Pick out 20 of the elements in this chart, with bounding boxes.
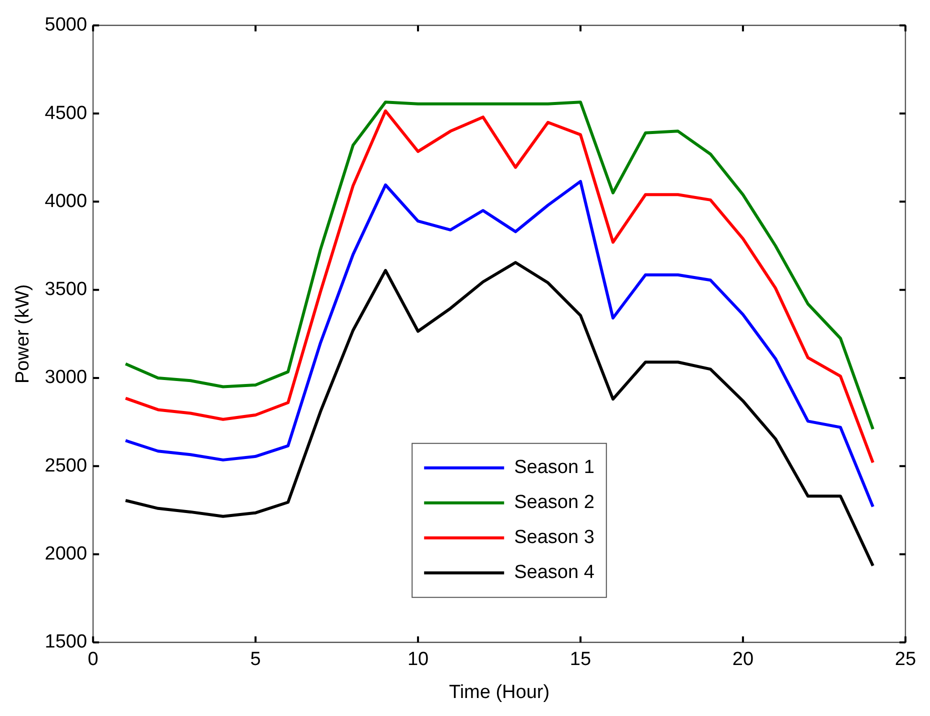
y-tick-label: 3000: [44, 367, 88, 388]
legend-label: Season 4: [514, 562, 595, 584]
y-tick-label: 1500: [44, 632, 88, 653]
x-tick-label: 25: [894, 649, 916, 670]
x-tick-label: 5: [250, 649, 261, 670]
y-tick-label: 4500: [44, 102, 88, 124]
x-tick-label: 0: [88, 649, 98, 670]
y-tick-label: 4000: [44, 190, 88, 212]
y-tick-label: 2000: [44, 543, 88, 564]
x-axis-title: Time (Hour): [448, 682, 550, 703]
legend-label: Season 3: [514, 527, 594, 548]
y-axis-title: Power (kW): [12, 284, 34, 384]
x-tick-label: 15: [570, 649, 592, 670]
legend-label: Season 1: [514, 457, 594, 478]
y-tick-label: 3500: [44, 279, 88, 300]
y-tick-label: 2500: [44, 455, 88, 476]
x-tick-label: 20: [732, 649, 754, 670]
x-tick-label: 10: [407, 649, 429, 670]
legend-label: Season 2: [514, 492, 594, 514]
y-tick-label: 5000: [44, 14, 88, 36]
